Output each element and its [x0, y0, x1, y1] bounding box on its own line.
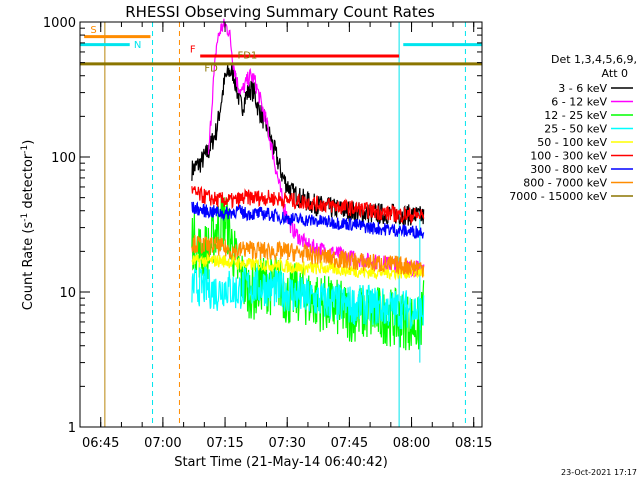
x-axis-ticks: 06:45 07:00 07:15 07:30 07:45 08:00 08:15	[79, 22, 492, 451]
legend-label-6-12-kev: 6 - 12 keV	[551, 96, 607, 109]
mode-bar-label-fd1: FD1	[237, 51, 257, 62]
legend-label-100-300-kev: 100 - 300 keV	[530, 150, 607, 163]
y-tick-label: 1	[68, 421, 76, 436]
legend-label-50-100-kev: 50 - 100 keV	[537, 136, 607, 149]
x-tick-label: 07:15	[206, 436, 243, 451]
series-line-300-800-kev	[191, 201, 425, 240]
y-axis-label-sup-2: -1	[20, 145, 30, 154]
x-tick-label: 07:00	[144, 436, 181, 451]
series-line-12-25-kev	[191, 197, 425, 351]
y-axis-label-sup-1: -1	[20, 213, 30, 222]
y-axis-label-part-2: detector	[21, 153, 36, 213]
legend-label-3-6-kev: 3 - 6 keV	[558, 82, 607, 95]
series-line-100-300-kev	[191, 185, 425, 224]
series-line-800-7000-kev	[191, 234, 425, 278]
series-line-3-6-kev	[191, 64, 425, 226]
chart-title: RHESSI Observing Summary Count Rates	[125, 3, 435, 21]
series-line-50-100-kev	[191, 252, 425, 281]
y-axis-ticks: 1 10 100 1000	[43, 16, 482, 436]
footer-timestamp: 23-Oct-2021 17:17	[561, 468, 637, 477]
attenuator-bar-group	[80, 35, 482, 66]
bar-label-group: S N F FD1 FD	[90, 25, 257, 75]
y-tick-label: 1000	[43, 16, 76, 31]
x-tick-label: 06:45	[82, 436, 119, 451]
legend-header-line-2: Att 0	[602, 67, 628, 80]
legend-label-12-25-kev: 12 - 25 keV	[544, 109, 607, 122]
x-tick-label: 07:45	[331, 436, 368, 451]
mode-bar-label-n: N	[134, 40, 141, 51]
series-line-25-50-kev	[191, 266, 425, 331]
mode-bar-label-s: S	[90, 25, 96, 36]
y-tick-label: 10	[59, 286, 76, 301]
x-tick-label: 08:00	[393, 436, 430, 451]
y-axis-label-part-1: Count Rate (s	[21, 222, 36, 311]
series-group	[191, 18, 425, 351]
legend-label-300-800-kev: 300 - 800 keV	[530, 163, 607, 176]
y-tick-label: 100	[51, 151, 76, 166]
x-tick-label: 08:15	[455, 436, 492, 451]
mode-bar-label-fd: FD	[204, 63, 218, 74]
x-tick-label: 07:30	[268, 436, 305, 451]
y-axis-label: Count Rate (s-1 detector-1)	[20, 140, 36, 311]
legend-label-7000-15000-kev: 7000 - 15000 keV	[509, 190, 607, 203]
plot-frame	[79, 21, 483, 428]
y-axis-label-part-3: )	[21, 140, 36, 145]
legend-label-800-7000-kev: 800 - 7000 keV	[523, 177, 607, 190]
x-axis-label: Start Time (21-May-14 06:40:42)	[174, 455, 388, 470]
legend-header-line-1: Det 1,3,4,5,6,9,	[551, 53, 637, 66]
legend-label-25-50-kev: 25 - 50 keV	[544, 123, 607, 136]
mode-bar-label-f: F	[190, 44, 196, 55]
